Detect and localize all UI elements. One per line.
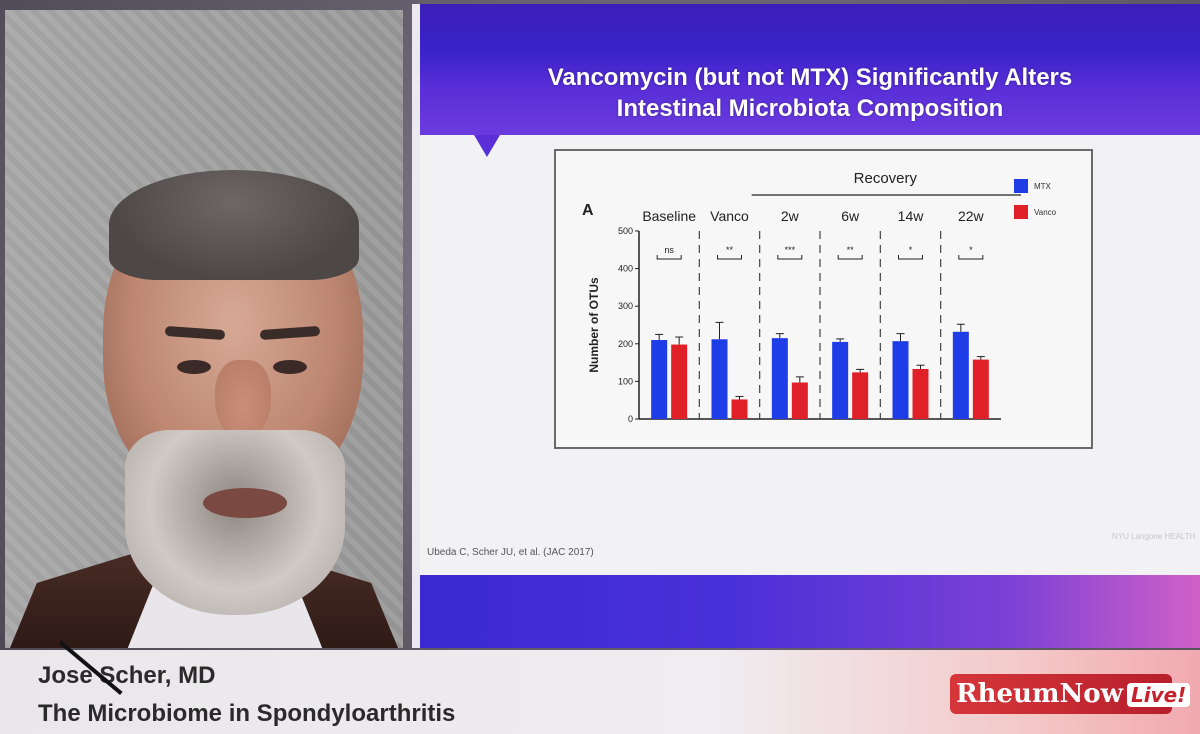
category-label: 14w: [898, 208, 925, 224]
legend-label: Vanco: [1034, 208, 1057, 217]
bar-mtx: [711, 339, 728, 419]
significance-label: **: [726, 245, 734, 255]
significance-bracket: [717, 255, 742, 260]
category-label: 2w: [781, 208, 800, 224]
y-tick-label: 500: [618, 226, 633, 236]
beard: [125, 430, 345, 615]
significance-label: ***: [785, 245, 796, 255]
left-eye: [177, 360, 211, 374]
bar-mtx: [651, 340, 668, 419]
category-label: Baseline: [642, 208, 696, 224]
speaker-name: Jose Scher, MD: [38, 662, 216, 689]
category-label: 22w: [958, 208, 985, 224]
rheumnow-logo: RheumNow Live!: [950, 674, 1191, 714]
significance-bracket: [898, 255, 923, 260]
significance-label: ns: [664, 245, 674, 255]
significance-bracket: [777, 255, 803, 260]
slide-footer: [420, 575, 1200, 648]
slide-title-line2: Intestinal Microbiota Composition: [616, 95, 1004, 122]
presentation-slide: Vancomycin (but not MTX) Significantly A…: [412, 4, 1200, 648]
legend-swatch: [1014, 179, 1028, 193]
significance-bracket: [837, 255, 863, 260]
citation: Ubeda C, Scher JU, et al. (JAC 2017): [427, 547, 594, 558]
category-label: Vanco: [710, 208, 749, 224]
talk-title: The Microbiome in Spondyloarthritis: [38, 700, 456, 727]
significance-bracket: [958, 255, 984, 260]
bar-vanco: [671, 344, 688, 419]
header-notch: [474, 135, 500, 157]
panel-label: A: [582, 202, 594, 219]
significance-bracket: [656, 255, 682, 260]
legend-swatch: [1014, 205, 1028, 219]
legend-label: MTX: [1034, 182, 1052, 191]
slide-header: Vancomycin (but not MTX) Significantly A…: [420, 4, 1200, 135]
bar-mtx: [952, 331, 969, 419]
right-eye: [273, 360, 307, 374]
significance-label: *: [909, 245, 913, 255]
y-tick-label: 0: [628, 414, 633, 424]
slide-title-line1: Vancomycin (but not MTX) Significantly A…: [547, 64, 1073, 91]
bar-vanco: [791, 382, 808, 419]
bar-vanco: [852, 372, 869, 419]
bar-mtx: [771, 338, 788, 419]
bar-chart: 0 100 200 300 400 500 Number of OTUs A Recovery B…: [582, 170, 1057, 424]
slide-title: Vancomycin (but not MTX) Significantly A…: [460, 62, 1160, 124]
bar-mtx: [892, 341, 909, 419]
speaker-video: [5, 10, 403, 648]
significance-label: **: [847, 245, 855, 255]
y-tick-label: 300: [618, 301, 633, 311]
figure-panel: 0 100 200 300 400 500 Number of OTUs A Recovery B…: [554, 149, 1093, 449]
speaker-hair: [109, 170, 359, 280]
significance-label: *: [969, 245, 973, 255]
y-tick-label: 100: [618, 376, 633, 386]
bar-vanco: [912, 368, 929, 419]
mouth: [203, 488, 287, 518]
bar-vanco: [972, 359, 989, 419]
category-label: 6w: [841, 208, 860, 224]
y-tick-label: 400: [618, 264, 633, 274]
recovery-header: Recovery: [854, 170, 918, 187]
y-axis-label: Number of OTUs: [587, 277, 601, 373]
bar-mtx: [832, 341, 849, 419]
bar-vanco: [731, 399, 748, 419]
nose: [215, 360, 271, 440]
faint-watermark-logo: NYU Langone HEALTH: [1112, 532, 1196, 541]
y-tick-label: 200: [618, 339, 633, 349]
